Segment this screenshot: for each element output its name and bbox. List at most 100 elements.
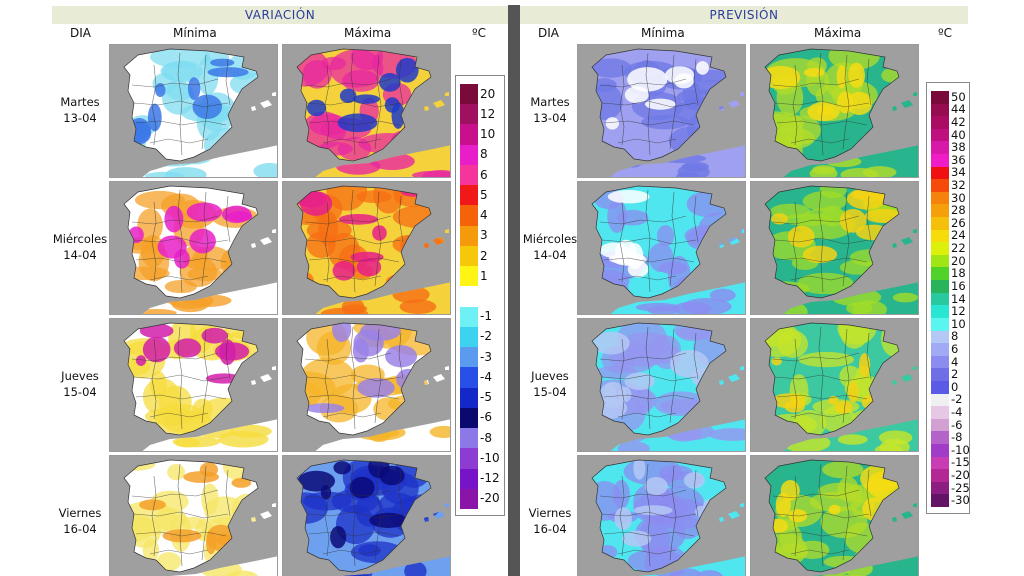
scale-label: 2 [951, 367, 959, 382]
scale-label: -1 [480, 309, 492, 324]
day-name: Jueves [61, 369, 99, 383]
prevision-title: PREVISIÓN [520, 6, 968, 24]
scale-label: 38 [951, 140, 966, 155]
scale-label: -4 [951, 404, 963, 419]
scale-swatch [931, 141, 949, 155]
scale-swatch [460, 286, 478, 308]
scale-label: 3 [480, 228, 488, 243]
province-borders [131, 189, 231, 293]
day-name: Martes [530, 95, 570, 109]
land-area [297, 460, 449, 572]
scale-swatch [460, 205, 478, 227]
scale-swatch [931, 368, 949, 382]
scale-label: 24 [951, 228, 966, 243]
scale-label: 5 [480, 187, 488, 202]
scale-swatch [931, 254, 949, 268]
scale-label: 10 [480, 127, 496, 142]
scale-label: 42 [951, 115, 966, 129]
scale-label: -25 [951, 480, 970, 495]
scale-swatch [931, 229, 949, 243]
scale-label: 6 [951, 341, 959, 356]
scale-swatch [931, 191, 949, 205]
scale-swatch [931, 166, 949, 180]
col-header-dia: DIA [538, 26, 559, 40]
scale-swatch [931, 481, 949, 495]
day-name: Martes [60, 95, 100, 109]
day-label: Miércoles 14-04 [52, 231, 108, 263]
map-canvas [764, 322, 918, 451]
scale-label: 40 [951, 127, 966, 142]
scale-swatch [460, 407, 478, 429]
scale-label: 16 [951, 278, 966, 293]
scale-label: 14 [951, 291, 966, 306]
scale-label: -4 [480, 369, 492, 384]
day-date: 15-04 [533, 385, 567, 399]
panel-divider [508, 5, 520, 576]
right-map-max-15-04 [750, 318, 919, 452]
scale-swatch [460, 104, 478, 125]
map-canvas [591, 48, 745, 177]
scale-swatch [931, 343, 949, 357]
day-label: Miércoles 14-04 [522, 231, 578, 263]
scale-label: 30 [951, 190, 966, 205]
scale-swatch [460, 124, 478, 146]
variacion-panel: VARIACIÓN DIA Mínima Máxima ºC Martes 13-… [52, 0, 508, 576]
day-date: 13-04 [63, 111, 97, 125]
land-area [124, 460, 276, 572]
day-name: Viernes [528, 506, 572, 520]
scale-swatch [931, 103, 949, 117]
scale-swatch [460, 225, 478, 247]
province-borders [772, 52, 872, 156]
scale-swatch [931, 317, 949, 331]
province-borders [304, 52, 404, 156]
province-borders [131, 326, 231, 430]
scale-label: -20 [951, 467, 970, 482]
scale-label: -2 [951, 392, 963, 407]
scale-swatch [460, 84, 478, 105]
scale-label: -3 [480, 349, 492, 364]
scale-label: 12 [951, 304, 966, 319]
day-label: Viernes 16-04 [52, 505, 108, 537]
scale-swatch [931, 305, 949, 319]
right-map-max-16-04 [750, 455, 919, 576]
map-canvas [591, 185, 745, 314]
scale-swatch [931, 217, 949, 231]
variacion-title: VARIACIÓN [52, 6, 508, 24]
map-canvas [123, 185, 277, 314]
day-date: 14-04 [63, 248, 97, 262]
scale-swatch [931, 154, 949, 168]
day-date: 16-04 [63, 522, 97, 536]
province-borders [772, 189, 872, 293]
left-map-max-15-04 [282, 318, 451, 452]
scale-swatch [931, 267, 949, 281]
scale-label: 50 [951, 89, 966, 104]
col-header-minima: Mínima [173, 26, 217, 40]
map-canvas [764, 185, 918, 314]
scale-swatch [460, 266, 478, 287]
scale-label: 20 [480, 86, 496, 101]
scale-label: -10 [951, 442, 970, 457]
map-canvas [296, 322, 450, 451]
day-date: 13-04 [533, 111, 567, 125]
day-date: 16-04 [533, 522, 567, 536]
map-canvas [296, 185, 450, 314]
scale-swatch [931, 242, 949, 256]
right-map-min-16-04 [577, 455, 746, 576]
scale-swatch [931, 418, 949, 432]
province-borders [772, 463, 872, 567]
scale-label: 4 [951, 354, 959, 369]
province-borders [599, 463, 699, 567]
scale-label: 0 [951, 379, 959, 394]
scale-label: 22 [951, 241, 966, 256]
scale-swatch [931, 204, 949, 218]
scale-swatch [931, 494, 949, 508]
map-canvas [764, 48, 918, 177]
scale-label: -15 [951, 455, 970, 470]
province-borders [131, 52, 231, 156]
scale-swatch [931, 355, 949, 369]
scale-swatch [931, 431, 949, 445]
day-date: 15-04 [63, 385, 97, 399]
scale-label: 10 [951, 316, 966, 331]
scale-swatch [460, 164, 478, 186]
scale-swatch [460, 185, 478, 206]
